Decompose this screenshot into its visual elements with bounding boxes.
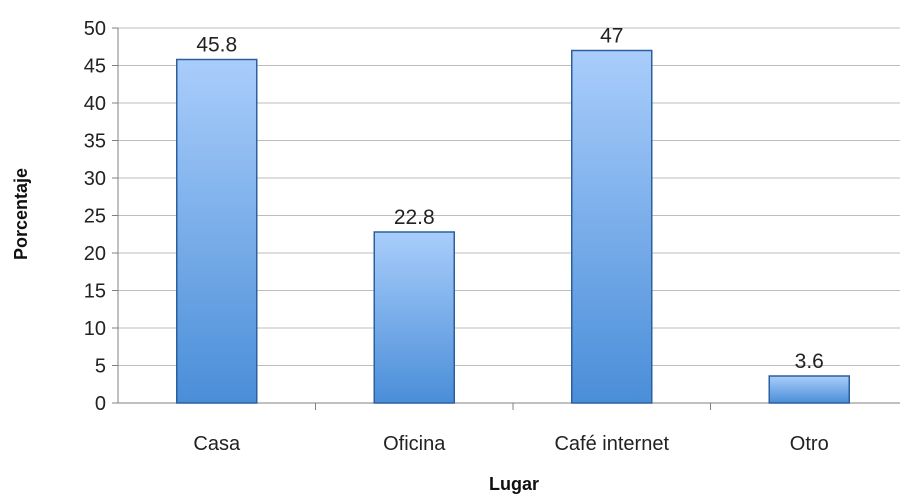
x-category-label: Café internet — [554, 433, 669, 455]
bar-0 — [176, 58, 258, 404]
y-tick-label: 45 — [84, 56, 106, 78]
bar-1 — [373, 231, 455, 404]
x-axis-title: Lugar — [489, 474, 539, 494]
labels: 45.8 Casa 22.8 Oficina 47 Café internet 3.6 Otr… — [193, 25, 828, 456]
x-category-label: Casa — [193, 433, 241, 455]
data-label: 3.6 — [795, 350, 824, 373]
y-tick-label: 35 — [84, 131, 106, 153]
x-category-label: Otro — [790, 433, 829, 455]
data-label: 47 — [600, 25, 623, 48]
y-tick-label: 25 — [84, 206, 106, 228]
y-tick-label: 20 — [84, 243, 106, 265]
bar-3 — [768, 375, 850, 404]
y-tick-label: 15 — [84, 281, 106, 303]
bar-2 — [571, 49, 653, 404]
x-category-label: Oficina — [383, 433, 446, 455]
y-tick-label: 30 — [84, 168, 106, 190]
bars — [176, 49, 850, 404]
y-tick-label: 10 — [84, 318, 106, 340]
y-tick-label: 5 — [95, 356, 106, 378]
y-tick-label: 40 — [84, 93, 106, 115]
y-axis-title: Porcentaje — [11, 168, 31, 260]
data-label: 22.8 — [394, 206, 435, 229]
data-label: 45.8 — [196, 34, 237, 57]
y-tick-label: 50 — [84, 18, 106, 40]
y-tick-label: 0 — [95, 393, 106, 415]
